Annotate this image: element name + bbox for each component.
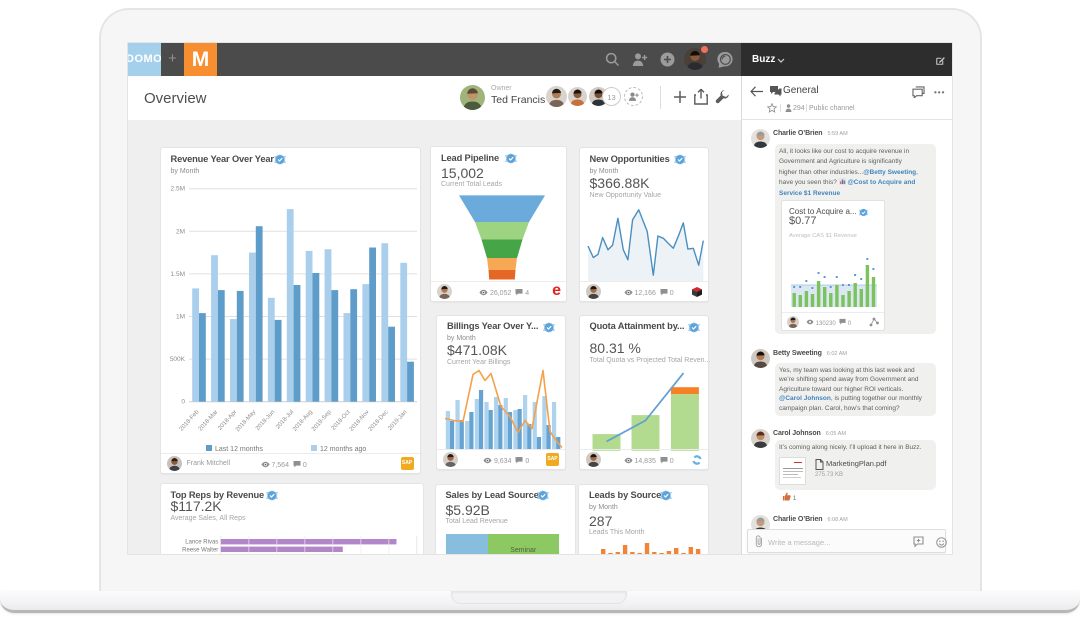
svg-text:Last 12 months: Last 12 months xyxy=(215,446,263,453)
svg-text:Lance Rivas: Lance Rivas xyxy=(185,540,218,546)
svg-text:2018-Mar: 2018-Mar xyxy=(197,409,219,432)
svg-text:2019-Jan: 2019-Jan xyxy=(387,409,408,432)
svg-text:2.5M: 2.5M xyxy=(170,186,184,193)
svg-text:2M: 2M xyxy=(175,228,184,235)
svg-text:2018-May: 2018-May xyxy=(234,409,256,433)
svg-text:12 months ago: 12 months ago xyxy=(320,446,366,453)
svg-text:500K: 500K xyxy=(169,356,185,363)
svg-text:Reese Walter: Reese Walter xyxy=(182,547,218,553)
svg-text:2018-Jun: 2018-Jun xyxy=(254,409,275,432)
svg-text:0: 0 xyxy=(181,399,185,406)
svg-text:1.5M: 1.5M xyxy=(170,271,184,278)
svg-text:2018-Dec: 2018-Dec xyxy=(367,409,389,432)
svg-text:1M: 1M xyxy=(175,314,184,321)
svg-text:2018-Sep: 2018-Sep xyxy=(311,409,333,433)
